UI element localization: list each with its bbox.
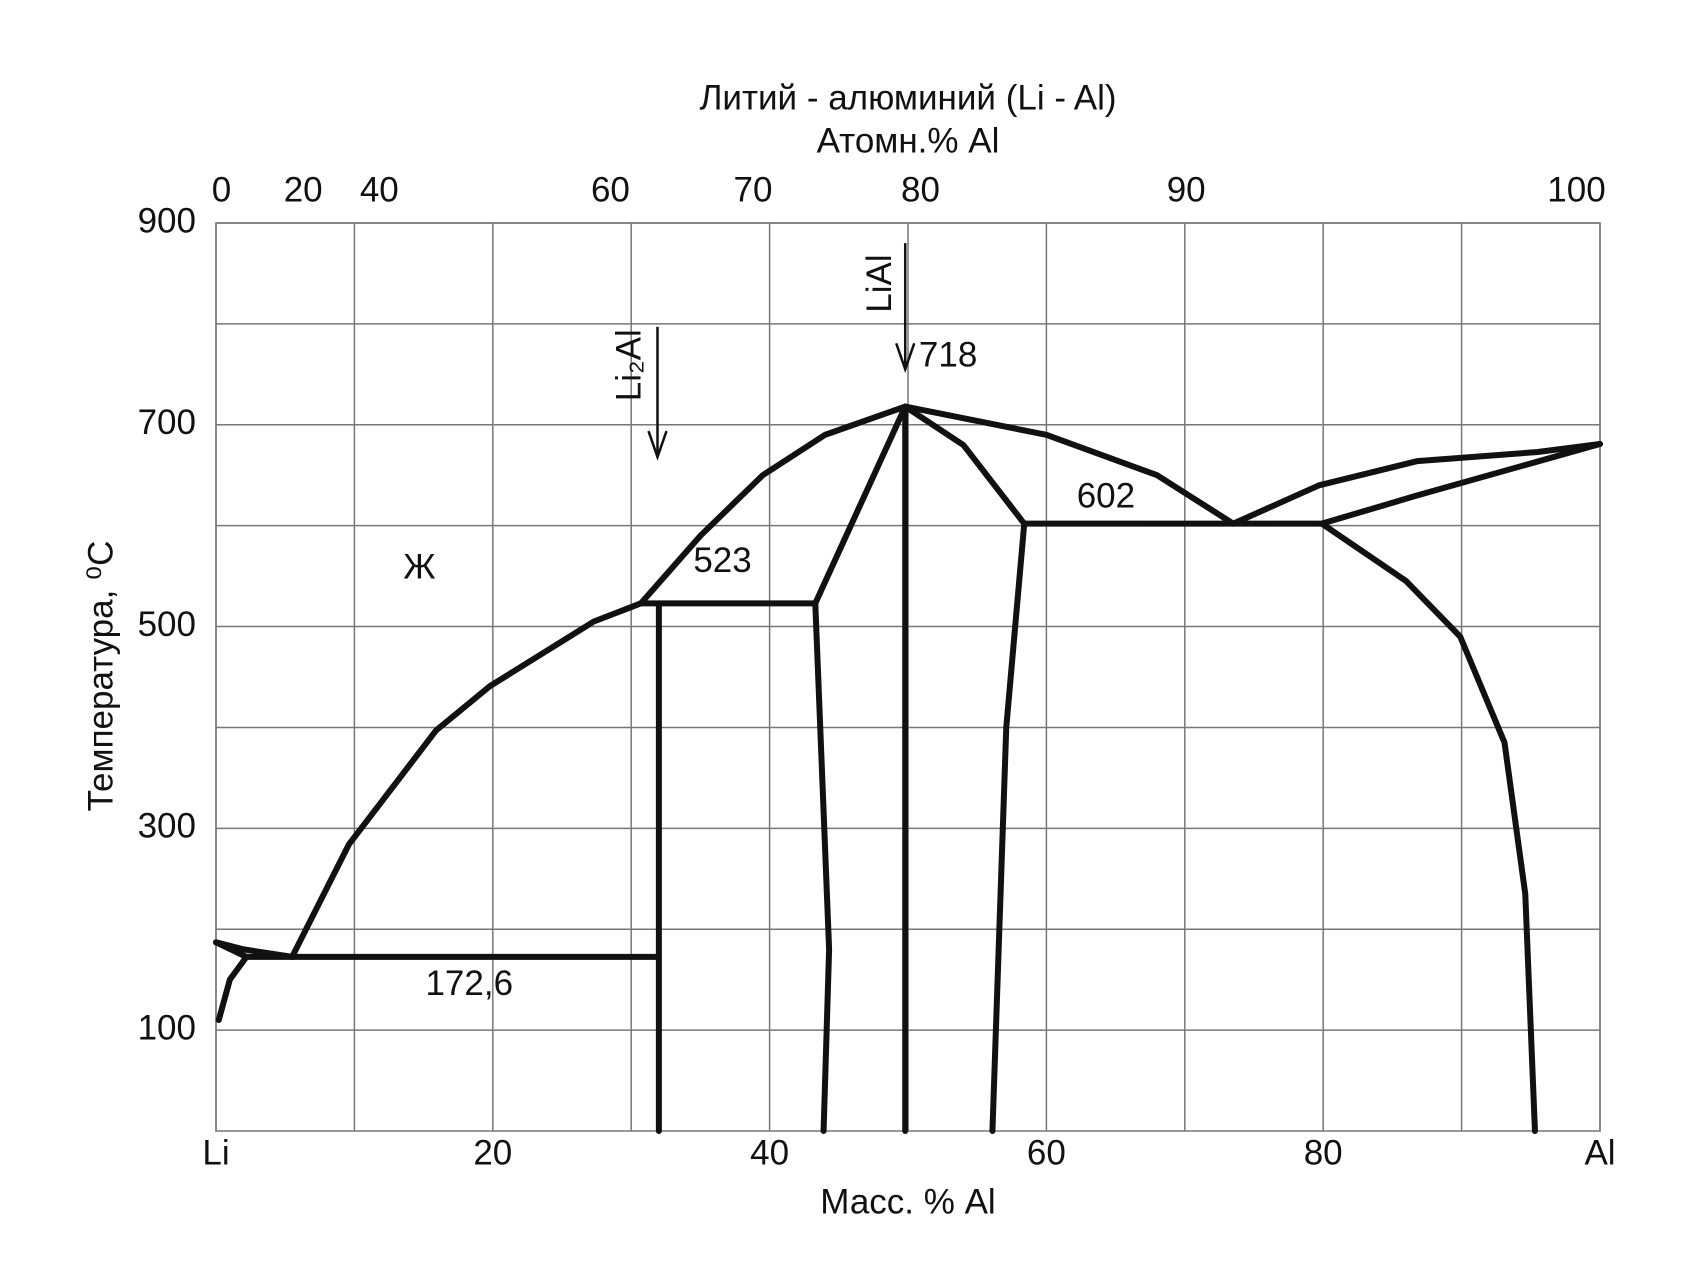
phase-boundary [812, 600, 833, 1134]
top-tick-label: 20 [284, 170, 323, 209]
compound-label: Li₂Al [609, 329, 648, 401]
x-tick-label: 20 [473, 1133, 512, 1172]
y-tick-label: 900 [138, 201, 196, 240]
arrow-head [647, 430, 668, 461]
phase-boundary [289, 600, 644, 960]
top-tick-label: 90 [1167, 170, 1206, 209]
phase-label: 718 [919, 335, 977, 374]
phase-label: Ж [403, 547, 435, 586]
top-tick-label: 40 [360, 170, 399, 209]
phase-boundary [215, 953, 250, 1024]
phase-boundary [1318, 440, 1603, 527]
y-tick-label: 700 [138, 403, 196, 442]
x-tick-label: Li [202, 1133, 229, 1172]
x-tick-label: Al [1584, 1133, 1615, 1172]
phase-boundary [902, 403, 1028, 1134]
phase-boundary [637, 403, 909, 607]
arrow-head [895, 342, 916, 374]
top-axis-label: Атомн.% Al [817, 121, 1000, 160]
x-tick-label: 80 [1304, 1133, 1343, 1172]
phase-boundary [812, 403, 909, 607]
top-tick-label: 0 [212, 170, 231, 209]
y-axis-label: Температура, ⁰C [81, 541, 120, 812]
x-tick-label: 60 [1027, 1133, 1066, 1172]
x-tick-label: 40 [750, 1133, 789, 1172]
phase-boundary [213, 939, 250, 960]
y-tick-label: 300 [138, 807, 196, 846]
top-tick-label: 80 [901, 170, 940, 209]
compound-label: LiAl [860, 254, 899, 312]
phase-label: 523 [693, 541, 751, 580]
phase-label: 602 [1077, 477, 1135, 516]
phase-boundary [1318, 520, 1538, 1134]
phase-boundary [902, 403, 1237, 527]
y-tick-label: 500 [138, 605, 196, 644]
top-tick-label: 70 [734, 170, 773, 209]
phase-label: 172,6 [425, 964, 513, 1003]
top-tick-label: 100 [1547, 170, 1605, 209]
top-tick-label: 60 [591, 170, 630, 209]
chart-title: Литий - алюминий (Li - Al) [699, 78, 1116, 117]
y-tick-label: 100 [138, 1008, 196, 1047]
phase-boundary [1230, 440, 1603, 527]
x-axis-label: Масс. % Al [820, 1182, 995, 1221]
